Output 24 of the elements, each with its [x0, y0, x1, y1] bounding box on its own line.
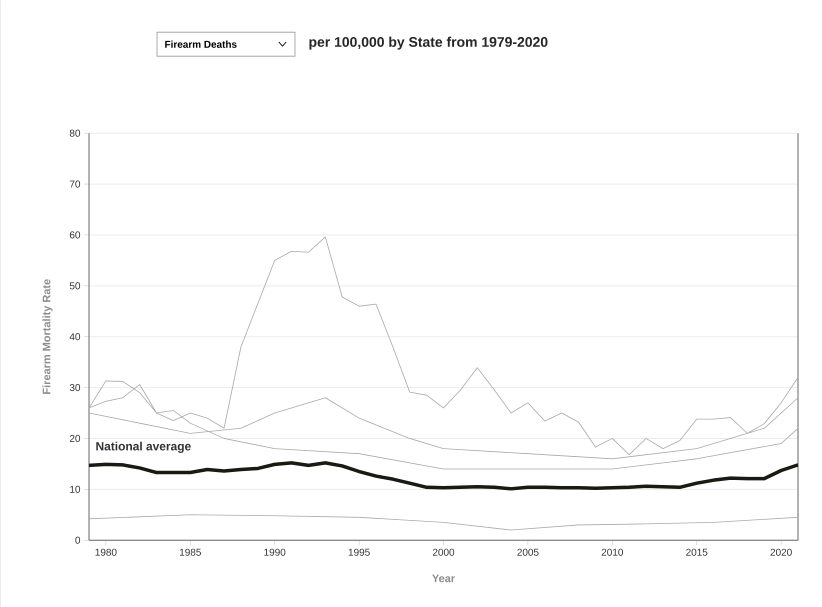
line-series: [88, 514, 798, 530]
x-tick-label: 2000: [432, 548, 454, 556]
y-tick-label: 40: [70, 332, 80, 340]
y-tick-label: 10: [70, 486, 80, 493]
x-tick-label: 2010: [602, 548, 624, 556]
y-tick-label: 80: [70, 129, 80, 137]
y-axis-title: Firearm Mortality Rate: [42, 279, 53, 394]
x-tick-label: 1990: [264, 548, 286, 556]
x-tick-label: 1995: [348, 548, 370, 556]
x-axis-title: Year: [432, 574, 455, 582]
series-label: National average: [96, 442, 191, 453]
x-tick-label: 1980: [96, 548, 117, 556]
x-tick-label: 2005: [517, 548, 539, 556]
chart-title: per 100,000 by State from 1979-2020: [309, 36, 548, 50]
y-tick-label: 60: [70, 231, 80, 238]
y-tick-label: 70: [70, 180, 80, 188]
y-tick-label: 0: [75, 536, 80, 544]
y-tick-label: 50: [70, 282, 80, 290]
x-tick-label: 1985: [180, 548, 201, 556]
y-tick-label: 20: [70, 434, 80, 442]
text: Firearm Deaths: [165, 40, 237, 48]
x-tick-label: 2015: [686, 548, 708, 556]
x-tick-label: 2020: [770, 548, 792, 556]
y-tick-label: 30: [70, 384, 80, 391]
